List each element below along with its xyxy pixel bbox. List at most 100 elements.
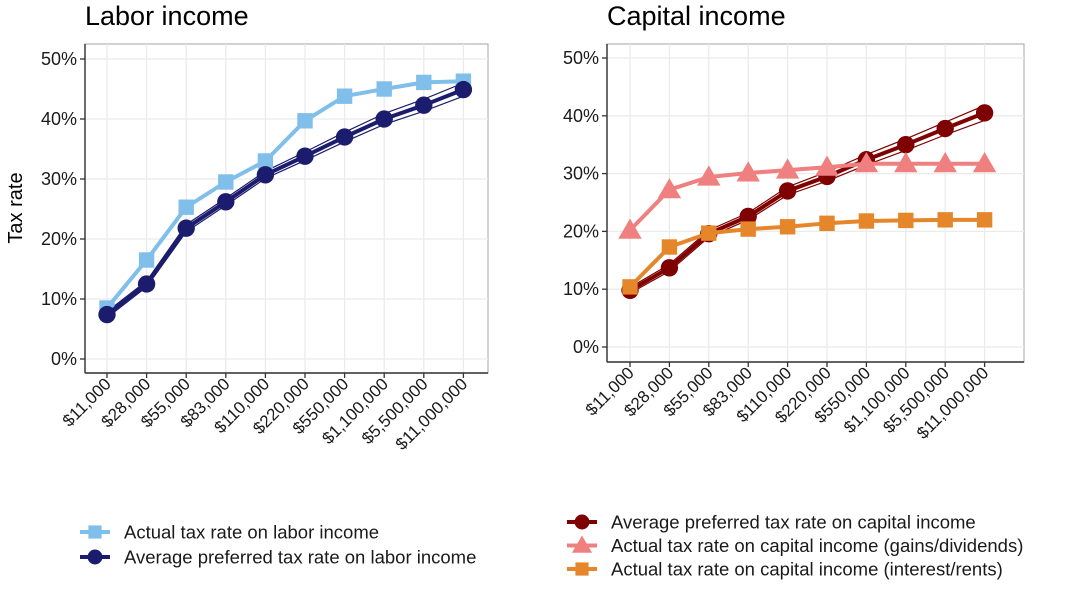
data-point-square xyxy=(336,88,353,104)
series-line xyxy=(105,79,464,310)
legend-item-actual-tax-rate-on-labor-income: Actual tax rate on labor income xyxy=(80,522,379,543)
legend: Average preferred tax rate on capital in… xyxy=(567,512,1023,580)
data-point-circle xyxy=(415,96,433,114)
legend-marker-triangle xyxy=(571,535,593,553)
labor-income-panel: Labor income Tax rate 0%10%20%30%40%50% … xyxy=(5,1,489,568)
data-point-square xyxy=(138,252,155,268)
series-line xyxy=(628,217,985,289)
y-tick-label: 50% xyxy=(563,48,599,68)
data-point-square xyxy=(701,225,717,241)
legend-label: Average preferred tax rate on capital in… xyxy=(611,512,976,533)
data-point-square xyxy=(218,174,234,190)
y-tick-label: 20% xyxy=(563,221,599,241)
legend-item-average-preferred-tax-rate-on-labor-income: Average preferred tax rate on labor inco… xyxy=(80,547,476,568)
series-actual-tax-rate-on-capital-income-interest-rents xyxy=(622,212,993,295)
data-point-circle xyxy=(217,193,235,211)
data-point-square xyxy=(937,212,953,228)
legend-item-average-preferred-tax-rate-on-capital-income: Average preferred tax rate on capital in… xyxy=(567,512,976,533)
legend-marker-circle xyxy=(87,549,103,565)
data-point-square xyxy=(376,81,392,97)
y-tick-labels: 0% 10% 20% 30% 40% 50% xyxy=(41,49,77,369)
y-tick-label: 50% xyxy=(41,49,77,69)
legend-label: Average preferred tax rate on labor inco… xyxy=(124,547,476,568)
series-actual-tax-rate-on-capital-income-gains-dividends xyxy=(618,152,997,239)
data-point-triangle xyxy=(775,158,800,179)
series-line xyxy=(629,111,986,293)
data-point-square xyxy=(819,215,835,232)
legend-marker-circle xyxy=(574,514,590,530)
data-point-circle xyxy=(897,136,915,154)
data-point-square xyxy=(976,212,993,228)
legend-label: Actual tax rate on capital income (inter… xyxy=(611,559,1003,580)
axes xyxy=(80,44,488,378)
data-point-triangle xyxy=(657,178,682,199)
gridlines xyxy=(606,43,1025,363)
data-point-triangle xyxy=(894,152,918,173)
data-point-circle xyxy=(256,166,275,184)
data-point-circle xyxy=(177,219,195,237)
capital-income-panel: Capital income 0% 10% 20% 30% 40% 50% $11,000… xyxy=(563,1,1025,580)
data-point-triangle xyxy=(815,155,839,176)
legend-item-actual-tax-rate-on-capital-income-interest-rents: Actual tax rate on capital income (inter… xyxy=(567,559,1003,580)
data-point-circle xyxy=(375,110,393,128)
x-tick-labels: $11,000$28,000$55,000$83,000$110,000$220… xyxy=(59,374,471,453)
data-point-circle xyxy=(454,80,473,99)
data-point-triangle xyxy=(854,152,879,173)
data-point-circle xyxy=(739,207,757,226)
data-point-square xyxy=(740,221,756,237)
data-point-square xyxy=(661,239,678,255)
data-point-triangle xyxy=(697,165,721,186)
y-tick-label: 30% xyxy=(41,169,77,189)
series-line xyxy=(628,161,985,232)
data-point-square xyxy=(858,213,875,229)
chart-title: Capital income xyxy=(607,1,786,31)
data-point-circle xyxy=(778,182,797,200)
legend-label: Actual tax rate on labor income xyxy=(124,522,379,543)
data-point-triangle xyxy=(972,152,997,173)
legend-label: Actual tax rate on capital income (gains… xyxy=(611,535,1023,556)
series-group xyxy=(618,104,997,300)
data-point-square xyxy=(779,219,796,235)
data-point-square xyxy=(416,74,432,91)
y-tick-labels: 0% 10% 20% 30% 40% 50% xyxy=(563,48,599,357)
series-line xyxy=(105,87,465,317)
data-point-circle xyxy=(660,259,679,277)
data-point-square xyxy=(297,113,313,129)
axes xyxy=(602,44,1024,367)
data-point-circle xyxy=(98,305,116,324)
data-point-circle xyxy=(335,128,354,146)
gridlines xyxy=(84,43,489,374)
plot-background xyxy=(606,43,1025,363)
data-point-circle xyxy=(137,275,156,293)
ci-lower-line xyxy=(629,119,985,294)
data-point-square xyxy=(257,153,274,169)
data-point-square xyxy=(898,212,914,229)
data-point-triangle xyxy=(618,218,642,239)
confidence-bands xyxy=(629,104,985,294)
legend-marker-square xyxy=(575,562,589,576)
y-axis-label: Tax rate xyxy=(5,172,27,243)
chart-title: Labor income xyxy=(85,1,249,31)
legend-marker-square xyxy=(88,525,102,539)
y-tick-label: 0% xyxy=(51,349,77,369)
data-point-triangle xyxy=(933,152,957,173)
plot-background xyxy=(84,43,489,374)
series-average-preferred-tax-rate-on-labor-income xyxy=(98,80,473,324)
data-point-circle xyxy=(936,119,954,138)
y-tick-label: 30% xyxy=(563,164,599,184)
data-point-circle xyxy=(296,147,314,165)
y-tick-label: 40% xyxy=(41,109,77,129)
y-tick-label: 10% xyxy=(563,279,599,299)
ci-upper-line xyxy=(629,104,985,288)
data-point-square xyxy=(178,199,194,215)
x-tick-labels: $11,000$28,000$55,000$83,000$110,000$220… xyxy=(582,363,993,442)
data-point-square xyxy=(622,279,638,295)
data-point-triangle xyxy=(736,161,760,182)
ci-band-average-preferred-tax-rate-on-capital-income xyxy=(629,104,985,294)
series-group xyxy=(98,73,473,324)
y-tick-label: 40% xyxy=(563,106,599,126)
series-actual-tax-rate-on-labor-income xyxy=(99,73,472,316)
legend: Actual tax rate on labor income Average p… xyxy=(80,522,476,568)
y-tick-label: 20% xyxy=(41,229,77,249)
